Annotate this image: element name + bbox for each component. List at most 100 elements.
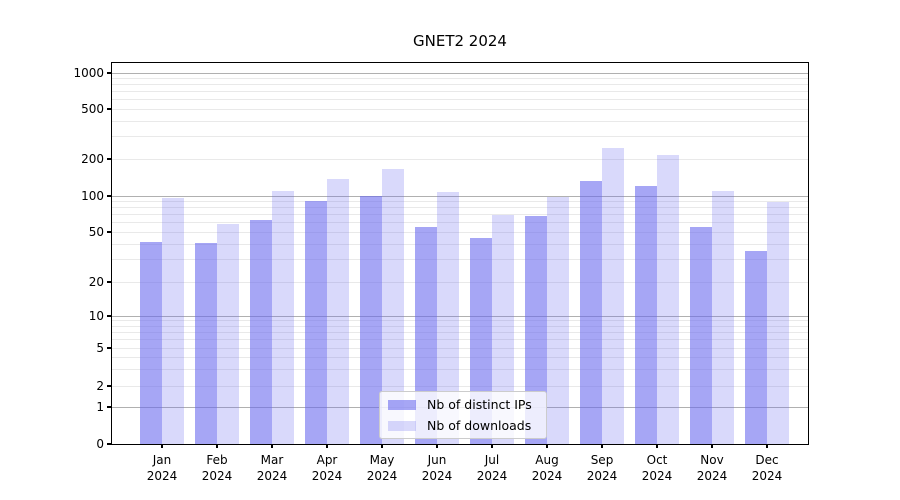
x-axis-tick-mark — [601, 444, 603, 448]
legend-label-downloads: Nb of downloads — [427, 418, 532, 433]
gridline-minor — [112, 231, 808, 233]
bar-distinct-ips — [140, 241, 162, 444]
x-axis-tick-mark — [161, 444, 163, 448]
bar-distinct-ips — [745, 251, 767, 444]
legend-swatch-distinct-ips-icon — [388, 399, 416, 410]
gridline-minor — [112, 368, 808, 370]
bar-downloads — [657, 155, 679, 444]
bar-distinct-ips — [360, 196, 382, 444]
y-axis-tick-label: 1 — [96, 400, 104, 414]
bar-downloads — [712, 190, 734, 444]
gridline-minor — [112, 91, 808, 93]
gridline-minor — [112, 214, 808, 216]
x-axis-tick-label: Aug 2024 — [531, 453, 563, 483]
x-axis-tick-label: Jan 2024 — [146, 453, 178, 483]
y-axis-tick-label: 20 — [88, 275, 104, 289]
legend-swatch-downloads-icon — [388, 420, 416, 431]
bar-distinct-ips — [525, 216, 547, 444]
y-axis-tick-label: 50 — [88, 225, 104, 239]
gridline-minor — [112, 77, 808, 79]
y-axis-tick-mark — [107, 406, 111, 408]
legend-item-downloads: Nb of downloads — [380, 415, 546, 436]
bar-downloads — [217, 224, 239, 444]
x-axis-tick-mark — [436, 444, 438, 448]
y-axis-tick-label: 200 — [81, 152, 104, 166]
x-axis-tick-label: Oct 2024 — [641, 453, 673, 483]
x-axis-tick-mark — [491, 444, 493, 448]
bar-downloads — [162, 198, 184, 444]
bar-downloads — [602, 148, 624, 444]
y-axis-tick-mark — [107, 195, 111, 197]
y-axis-tick-mark — [107, 281, 111, 283]
gridline-minor — [112, 120, 808, 122]
legend: Nb of distinct IPs Nb of downloads — [379, 391, 547, 439]
gridline-minor — [112, 207, 808, 209]
gridline-minor — [112, 158, 808, 160]
x-axis-tick-mark — [766, 444, 768, 448]
bar-downloads — [327, 178, 349, 444]
bar-downloads — [767, 202, 789, 444]
y-axis-tick-mark — [107, 231, 111, 233]
bar-distinct-ips — [195, 242, 217, 444]
y-axis-tick-label: 500 — [81, 102, 104, 116]
y-axis-tick-mark — [107, 385, 111, 387]
x-axis-tick-label: Mar 2024 — [256, 453, 288, 483]
gridline-minor — [112, 347, 808, 349]
gridline-minor — [112, 200, 808, 202]
legend-label-distinct-ips: Nb of distinct IPs — [427, 397, 532, 412]
gridline-major — [112, 315, 808, 317]
y-axis-tick-mark — [107, 315, 111, 317]
bar-distinct-ips — [580, 181, 602, 444]
x-axis-tick-label: Jun 2024 — [421, 453, 453, 483]
gridline-minor — [112, 331, 808, 333]
legend-item-distinct-ips: Nb of distinct IPs — [380, 394, 546, 415]
gridline-minor — [112, 84, 808, 86]
bar-downloads — [547, 196, 569, 444]
gridline-minor — [112, 136, 808, 138]
x-axis-tick-mark — [711, 444, 713, 448]
gridline-minor — [112, 281, 808, 283]
bar-distinct-ips — [305, 200, 327, 444]
y-axis-tick-label: 2 — [96, 379, 104, 393]
bar-distinct-ips — [415, 227, 437, 444]
gridline-minor — [112, 356, 808, 358]
gridline-minor — [112, 99, 808, 101]
x-axis-tick-label: Jul 2024 — [476, 453, 508, 483]
x-axis-tick-label: Nov 2024 — [696, 453, 728, 483]
x-axis-tick-mark — [656, 444, 658, 448]
gridline-minor — [112, 385, 808, 387]
bar-downloads — [382, 168, 404, 444]
x-axis-tick-label: Dec 2024 — [751, 453, 783, 483]
x-axis-tick-label: Sep 2024 — [586, 453, 618, 483]
y-axis-tick-label: 1000 — [73, 66, 104, 80]
gridline-major — [112, 195, 808, 197]
bar-distinct-ips — [690, 227, 712, 444]
gridline-minor — [112, 259, 808, 261]
x-axis-tick-label: Feb 2024 — [201, 453, 233, 483]
bar-downloads — [437, 191, 459, 444]
gridline-minor — [112, 320, 808, 322]
gridline-minor — [112, 243, 808, 245]
bar-distinct-ips — [250, 219, 272, 444]
chart-title: GNET2 2024 — [413, 32, 507, 50]
bar-downloads — [272, 190, 294, 444]
gridline-minor — [112, 222, 808, 224]
y-axis-tick-mark — [107, 347, 111, 349]
y-axis-tick-label: 0 — [96, 437, 104, 451]
x-axis-tick-mark — [326, 444, 328, 448]
bar-downloads — [492, 214, 514, 444]
x-axis-tick-label: May 2024 — [366, 453, 398, 483]
y-axis-tick-label: 10 — [88, 309, 104, 323]
x-axis-tick-mark — [216, 444, 218, 448]
x-axis-tick-mark — [546, 444, 548, 448]
gridline-minor — [112, 339, 808, 341]
x-axis-tick-label: Apr 2024 — [311, 453, 343, 483]
y-axis-tick-mark — [107, 443, 111, 445]
x-axis-tick-mark — [271, 444, 273, 448]
gridline-major — [112, 72, 808, 74]
bar-distinct-ips — [635, 186, 657, 444]
y-axis-tick-label: 100 — [81, 189, 104, 203]
gridline-minor — [112, 108, 808, 110]
y-axis-tick-mark — [107, 158, 111, 160]
